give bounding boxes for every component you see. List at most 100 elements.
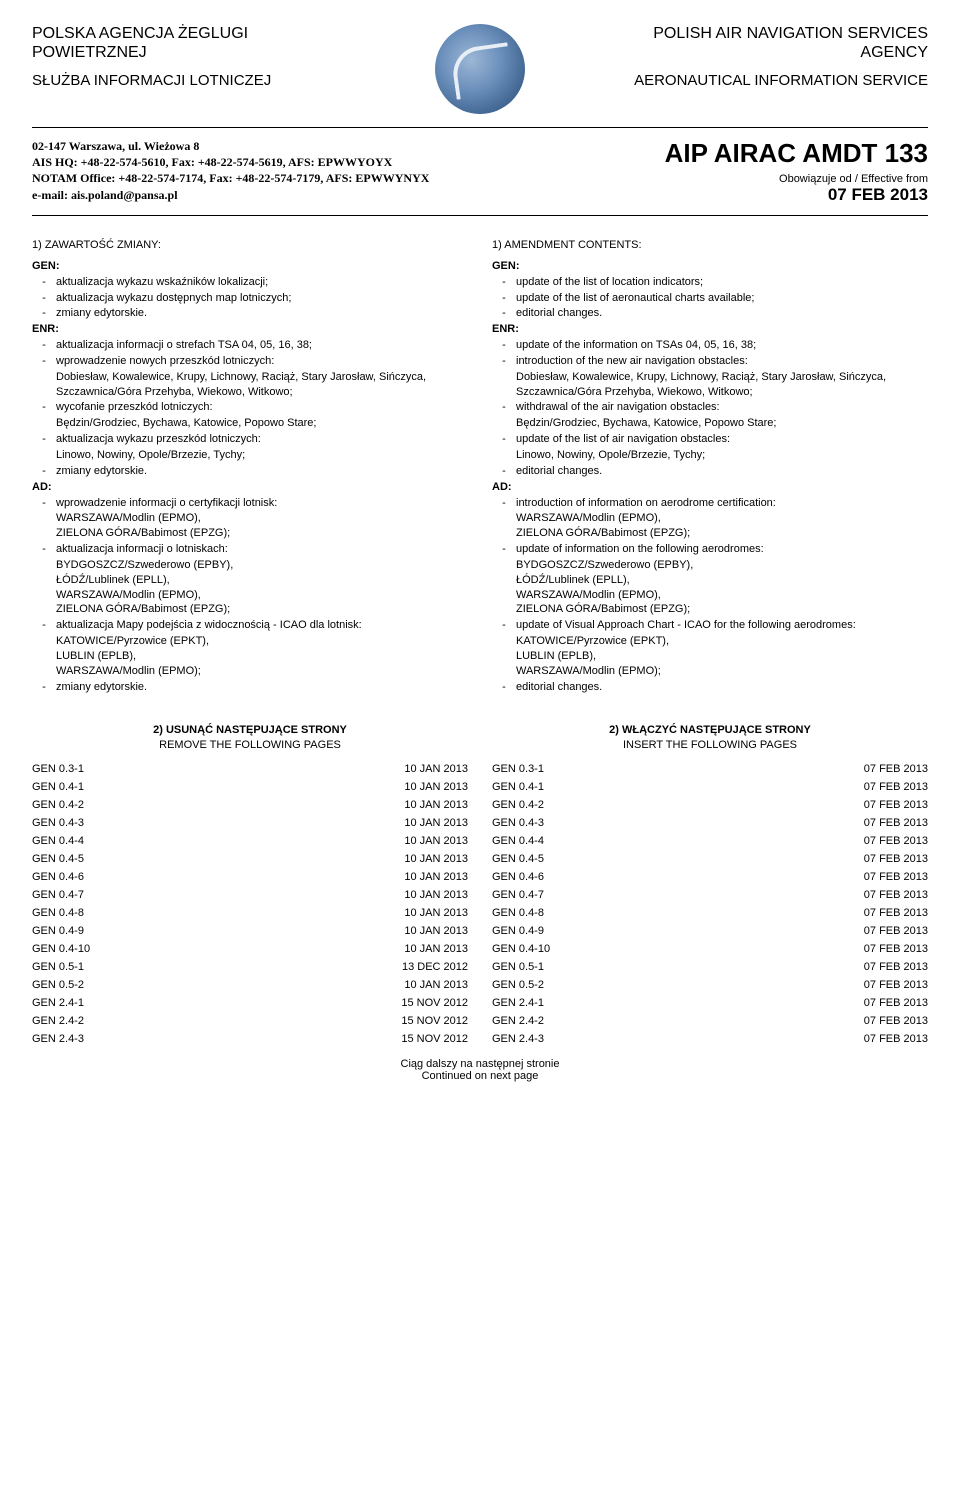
footer-en: Continued on next page [32, 1070, 928, 1082]
item-text: update of the information on TSAs 04, 05… [516, 338, 928, 353]
page-id: GEN 2.4-2 [32, 1015, 84, 1027]
page-id: GEN 0.4-4 [492, 835, 544, 847]
item-subtext: ZIELONA GÓRA/Babimost (EPZG); [516, 602, 928, 617]
address-line: AIS HQ: +48-22-574-5610, Fax: +48-22-574… [32, 154, 429, 170]
page-id: GEN 2.4-3 [32, 1033, 84, 1045]
group-label: GEN: [32, 259, 468, 274]
page-date: 07 FEB 2013 [864, 781, 928, 793]
page-tables: GEN 0.3-110 JAN 2013GEN 0.4-110 JAN 2013… [32, 760, 928, 1048]
dash-icon: - [492, 542, 516, 557]
list-item: -wprowadzenie informacji o certyfikacji … [32, 496, 468, 511]
table-row: GEN 0.4-2 10 JAN 2013 [32, 796, 468, 814]
address-row: 02-147 Warszawa, ul. Wieżowa 8 AIS HQ: +… [32, 138, 928, 205]
page-id: GEN 0.4-7 [32, 889, 84, 901]
item-text: update of the list of location indicator… [516, 275, 928, 290]
dash-icon: - [492, 291, 516, 306]
table-row: GEN 0.4-710 JAN 2013 [32, 886, 468, 904]
page-id: GEN 0.4-8 [32, 907, 84, 919]
item-text: aktualizacja wykazu dostępnych map lotni… [56, 291, 468, 306]
doc-title: AIP AIRAC AMDT 133 [665, 138, 928, 169]
item-text: aktualizacja informacji o lotniskach: [56, 542, 468, 557]
item-subtext: ZIELONA GÓRA/Babimost (EPZG); [56, 526, 468, 541]
item-subtext: Linowo, Nowiny, Opole/Brzezie, Tychy; [56, 448, 468, 463]
item-subtext: WARSZAWA/Modlin (EPMO), [516, 511, 928, 526]
header-left: POLSKA AGENCJA ŻEGLUGI POWIETRZNEJ SŁUŻB… [32, 24, 332, 90]
table-row: GEN 2.4-315 NOV 2012 [32, 1030, 468, 1048]
page-date: 07 FEB 2013 [864, 1015, 928, 1027]
list-item: -zmiany edytorskie. [32, 680, 468, 695]
page-date: 10 JAN 2013 [404, 943, 468, 955]
address-line: e-mail: ais.poland@pansa.pl [32, 187, 429, 203]
item-text: withdrawal of the air navigation obstacl… [516, 400, 928, 415]
item-subtext: WARSZAWA/Modlin (EPMO); [516, 664, 928, 679]
list-item: -update of information on the following … [492, 542, 928, 557]
item-text: zmiany edytorskie. [56, 306, 468, 321]
org-sub-pl: SŁUŻBA INFORMACJI LOTNICZEJ [32, 72, 332, 90]
footer: Ciąg dalszy na następnej stronie Continu… [32, 1058, 928, 1082]
org-name-en: POLISH AIR NAVIGATION SERVICES AGENCY [628, 24, 928, 62]
page-id: GEN 0.4-4 [32, 835, 84, 847]
dash-icon: - [32, 291, 56, 306]
item-subtext: Będzin/Grodziec, Bychawa, Katowice, Popo… [516, 416, 928, 431]
page-id: GEN 0.4-6 [492, 871, 544, 883]
page-id: GEN 0.4-2 [32, 799, 84, 811]
section-heading: 1) ZAWARTOŚĆ ZMIANY: [32, 238, 468, 253]
table-row: GEN 0.4-110 JAN 2013 [32, 778, 468, 796]
contents-pl: 1) ZAWARTOŚĆ ZMIANY: GEN:-aktualizacja w… [32, 238, 468, 695]
item-subtext: Dobiesław, Kowalewice, Krupy, Lichnowy, … [56, 370, 468, 400]
page-date: 10 JAN 2013 [404, 799, 468, 811]
effective-date: 07 FEB 2013 [665, 185, 928, 205]
page-id: GEN 2.4-2 [492, 1015, 544, 1027]
dash-icon: - [32, 542, 56, 557]
divider [32, 127, 928, 128]
table-row: GEN 2.4-307 FEB 2013 [492, 1030, 928, 1048]
page-date: 10 JAN 2013 [404, 835, 468, 847]
item-subtext: LUBLIN (EPLB), [516, 649, 928, 664]
page-id: GEN 0.4-2 [492, 799, 544, 811]
page-id: GEN 2.4-1 [32, 997, 84, 1009]
item-text: zmiany edytorskie. [56, 680, 468, 695]
list-item: -aktualizacja wykazu wskaźników lokaliza… [32, 275, 468, 290]
table-row: GEN 0.4-910 JAN 2013 [32, 922, 468, 940]
item-text: zmiany edytorskie. [56, 464, 468, 479]
table-row: GEN 2.4-107 FEB 2013 [492, 994, 928, 1012]
page-date: 07 FEB 2013 [864, 853, 928, 865]
remove-head-en: REMOVE THE FOLLOWING PAGES [159, 739, 341, 751]
insert-header: 2) WŁĄCZYĆ NASTĘPUJĄCE STRONY INSERT THE… [492, 723, 928, 752]
table-row: GEN 0.4-907 FEB 2013 [492, 922, 928, 940]
item-subtext: WARSZAWA/Modlin (EPMO); [56, 664, 468, 679]
page-id: GEN 0.3-1 [32, 763, 84, 775]
dash-icon: - [492, 618, 516, 633]
list-item: -withdrawal of the air navigation obstac… [492, 400, 928, 415]
table-row: GEN 0.5-107 FEB 2013 [492, 958, 928, 976]
divider [32, 215, 928, 216]
item-text: update of the list of air navigation obs… [516, 432, 928, 447]
page-id: GEN 0.4-1 [492, 781, 544, 793]
page-date: 10 JAN 2013 [404, 853, 468, 865]
page-id: GEN 0.4-10 [32, 943, 90, 955]
insert-table: GEN 0.3-1 07 FEB 2013 GEN 0.4-1 07 FEB 2013… [492, 760, 928, 1048]
item-subtext: BYDGOSZCZ/Szwederowo (EPBY), [56, 558, 468, 573]
table-row: GEN 0.4-510 JAN 2013 [32, 850, 468, 868]
item-subtext: WARSZAWA/Modlin (EPMO), [56, 511, 468, 526]
header-right: POLISH AIR NAVIGATION SERVICES AGENCY AE… [628, 24, 928, 90]
table-row: GEN 0.4-807 FEB 2013 [492, 904, 928, 922]
dash-icon: - [32, 306, 56, 321]
dash-icon: - [492, 496, 516, 511]
list-item: -editorial changes. [492, 680, 928, 695]
logo-container [390, 24, 570, 117]
item-text: aktualizacja Mapy podejścia z widocznośc… [56, 618, 468, 633]
list-item: -wycofanie przeszkód lotniczych: [32, 400, 468, 415]
org-name-pl: POLSKA AGENCJA ŻEGLUGI POWIETRZNEJ [32, 24, 332, 62]
page-id: GEN 0.4-3 [32, 817, 84, 829]
page-id: GEN 0.4-9 [32, 925, 84, 937]
address-line: NOTAM Office: +48-22-574-7174, Fax: +48-… [32, 170, 429, 186]
page-id: GEN 0.3-1 [492, 763, 544, 775]
table-row: GEN 0.4-407 FEB 2013 [492, 832, 928, 850]
page-id: GEN 2.4-3 [492, 1033, 544, 1045]
dash-icon: - [32, 464, 56, 479]
item-text: aktualizacja wykazu przeszkód lotniczych… [56, 432, 468, 447]
page-date: 07 FEB 2013 [864, 889, 928, 901]
page-date: 10 JAN 2013 [404, 871, 468, 883]
table-row: GEN 0.4-307 FEB 2013 [492, 814, 928, 832]
